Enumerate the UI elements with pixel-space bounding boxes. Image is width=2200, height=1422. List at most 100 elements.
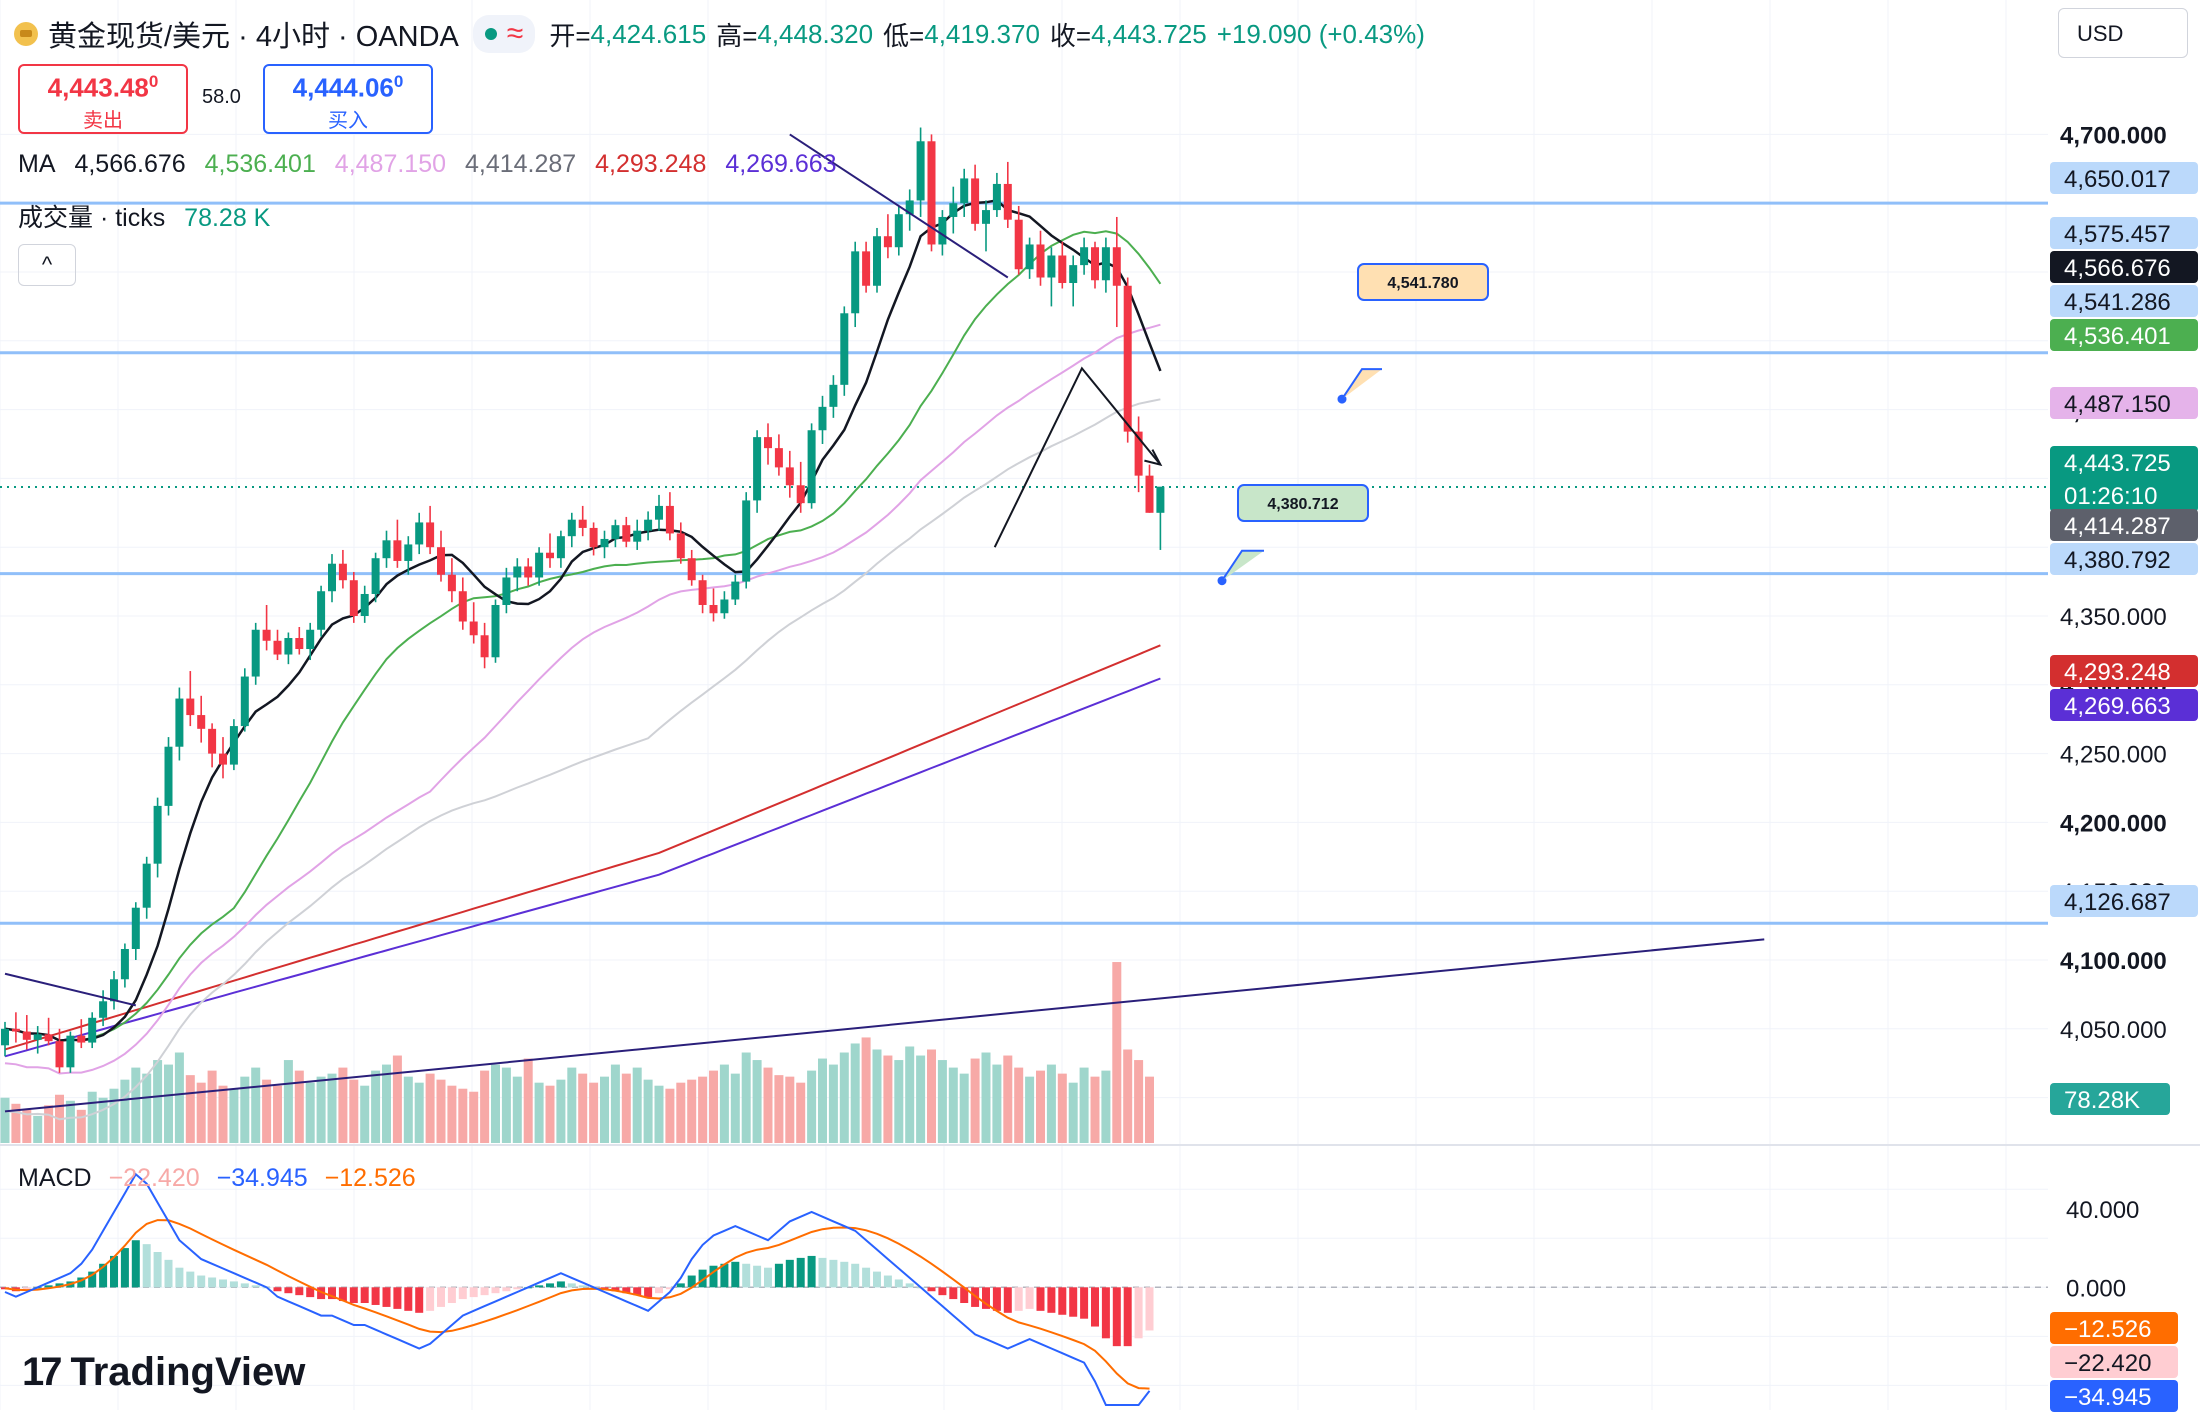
volume-bar <box>1079 1067 1089 1143</box>
candle-body <box>1145 475 1154 513</box>
macd-histogram-bar <box>426 1287 435 1311</box>
buy-button[interactable]: 4,444.060 买入 <box>263 64 433 134</box>
volume-bar <box>251 1067 261 1143</box>
volume-bar <box>665 1088 675 1143</box>
chart-header: 黄金现货/美元 · 4小时 · OANDA ≈ 开= 4,424.615 高= 4,… <box>14 12 1435 56</box>
candle-body <box>197 715 206 729</box>
volume-bar <box>491 1064 500 1143</box>
macd-histogram-bar <box>88 1271 97 1288</box>
price-axis-label-text: 4,575.457 <box>2064 221 2171 248</box>
macd-histogram-bar <box>251 1285 260 1288</box>
macd-histogram-bar <box>371 1287 380 1305</box>
candle-body <box>916 141 925 201</box>
volume-bar <box>1057 1073 1067 1143</box>
volume-bar <box>131 1067 141 1143</box>
price-axis-label <box>2050 251 2198 283</box>
high-value: 4,448.320 <box>757 18 874 49</box>
macd-histogram-bar <box>349 1287 358 1303</box>
volume-bar <box>98 1097 108 1143</box>
macd-histogram-bar <box>415 1287 424 1313</box>
macd-histogram-bar <box>458 1287 467 1300</box>
macd-histogram-bar <box>611 1287 620 1292</box>
macd-histogram-bar <box>153 1252 162 1288</box>
price-axis-tick: 4,100.000 <box>2060 948 2167 975</box>
macd-histogram-bar <box>1014 1287 1023 1311</box>
volume-bar <box>839 1052 849 1143</box>
candle-body <box>1134 431 1143 476</box>
candle-body <box>240 676 249 727</box>
price-axis-tick: 4,050.000 <box>2060 1017 2167 1044</box>
buy-label: 买入 <box>328 109 368 132</box>
collapse-legend-button[interactable]: ^ <box>18 244 76 286</box>
macd-signal-line <box>4 1219 1150 1390</box>
candle-body <box>273 640 282 655</box>
currency-select[interactable]: USD <box>2058 8 2188 58</box>
macd-axis-label <box>2050 1346 2178 1378</box>
candle-body <box>1080 247 1089 266</box>
candle-body <box>785 467 794 486</box>
price-axis-tick: 4,700.000 <box>2060 122 2167 149</box>
tradingview-logo[interactable]: 17 TradingView <box>22 1350 305 1395</box>
price-axis-label-text: 4,650.017 <box>2064 166 2171 193</box>
market-status-pill[interactable]: ≈ <box>472 15 536 53</box>
macd-histogram-bar <box>502 1287 511 1292</box>
macd-histogram-bar <box>1058 1287 1067 1315</box>
price-axis-label-text: 4,443.725 <box>2064 450 2171 477</box>
volume-bar <box>349 1079 359 1143</box>
macd-histogram-bar <box>720 1263 729 1288</box>
price-axis-label-text: 4,380.792 <box>2064 547 2171 574</box>
candle-body <box>774 448 783 468</box>
macd-histogram-bar <box>644 1287 653 1298</box>
volume-legend[interactable]: 成交量 · ticks 78.28 K <box>18 198 270 234</box>
candle-body <box>949 203 958 217</box>
candle-body <box>99 1001 108 1018</box>
price-axis-label <box>2050 509 2198 541</box>
candle-body <box>404 544 413 561</box>
candle-body <box>1112 247 1121 286</box>
volume-legend-value: 78.28 K <box>184 204 271 232</box>
symbol-title[interactable]: 黄金现货/美元 · 4小时 · OANDA <box>48 21 459 53</box>
macd-histogram-bar <box>393 1287 402 1309</box>
macd-legend[interactable]: MACD −22.420 −34.945 −12.526 <box>18 1164 426 1193</box>
macd-histogram-bar <box>273 1287 282 1292</box>
candle-body <box>513 566 522 578</box>
price-axis-label <box>2050 285 2198 317</box>
candle-body <box>873 236 881 286</box>
macd-histogram-bar <box>1047 1287 1056 1313</box>
volume-bar <box>763 1067 773 1143</box>
volume-bar <box>109 1088 119 1143</box>
price-axis-label-text: 4,487.150 <box>2064 391 2171 418</box>
sell-button[interactable]: 4,443.480 卖出 <box>18 64 188 134</box>
price-axis-label <box>2050 655 2198 687</box>
volume-bar <box>316 1076 326 1143</box>
candle-body <box>371 558 380 594</box>
volume-bar <box>273 1085 282 1143</box>
macd-histogram-bar <box>55 1283 64 1288</box>
candle-body <box>546 552 554 559</box>
volume-axis-label-text: 78.28K <box>2064 1087 2140 1114</box>
macd-histogram-bar <box>437 1287 445 1307</box>
macd-histogram-bar <box>556 1281 565 1288</box>
macd-histogram-bar <box>818 1257 827 1288</box>
ma3-value: 4,487.150 <box>334 150 447 178</box>
candle-body <box>807 430 816 504</box>
candle-body <box>655 505 663 520</box>
macd-axis-label <box>2050 1380 2178 1412</box>
ma-legend[interactable]: MA 4,566.676 4,536.401 4,487.150 4,414.2… <box>18 150 849 179</box>
candle-body <box>992 183 1001 211</box>
candle-body <box>262 629 271 641</box>
candle-body <box>818 406 827 431</box>
candle-body <box>469 621 478 636</box>
macd-histogram-bar <box>873 1271 881 1288</box>
candle-body <box>905 200 914 215</box>
volume-bar <box>621 1073 631 1143</box>
annotation-box <box>1237 484 1369 522</box>
macd-histogram-bar <box>535 1285 544 1288</box>
price-axis-tick: 4,200.000 <box>2060 810 2167 837</box>
volume-bar <box>654 1085 664 1143</box>
candle-body <box>1 1028 9 1046</box>
volume-bar <box>1003 1055 1013 1143</box>
candle-body <box>698 580 707 605</box>
volume-bar <box>556 1079 566 1143</box>
